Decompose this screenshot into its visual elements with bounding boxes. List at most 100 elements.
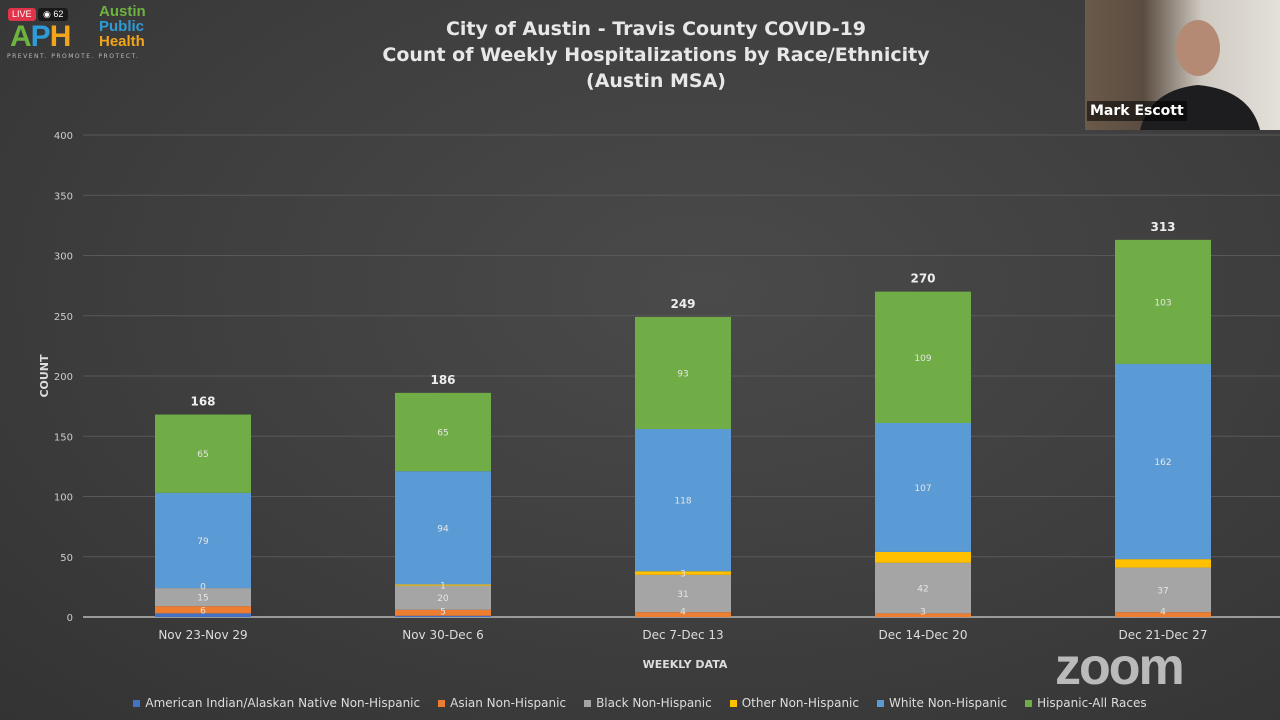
bar-segment xyxy=(1115,363,1211,560)
y-tick-label: 50 xyxy=(60,553,73,564)
data-label: 6 xyxy=(200,606,206,616)
legend-label: Other Non-Hispanic xyxy=(741,696,859,710)
logo-letters: APH xyxy=(10,20,71,53)
bar-segment xyxy=(875,551,971,563)
legend-swatch xyxy=(133,699,141,707)
legend-label: Black Non-Hispanic xyxy=(596,696,712,710)
chart-legend: American Indian/Alaskan Native Non-Hispa… xyxy=(0,696,1280,710)
total-label: 168 xyxy=(190,395,215,409)
chart-title-line-3: (Austin MSA) xyxy=(586,70,726,92)
total-label: 313 xyxy=(1150,220,1175,234)
org-name: Austin Public Health xyxy=(99,3,146,50)
legend-swatch xyxy=(876,699,884,707)
total-label: 249 xyxy=(670,297,695,311)
data-label: 1 xyxy=(440,582,446,592)
data-label: 109 xyxy=(914,354,931,364)
y-tick-label: 400 xyxy=(54,131,73,142)
data-label: 103 xyxy=(1154,298,1171,308)
y-tick-label: 350 xyxy=(54,191,73,202)
x-tick-label: Nov 23-Nov 29 xyxy=(158,628,247,642)
data-label: 93 xyxy=(677,369,688,379)
chart-title: City of Austin - Travis County COVID-19 … xyxy=(300,16,1012,94)
y-tick-label: 150 xyxy=(54,432,73,443)
legend-item: White Non-Hispanic xyxy=(876,696,1007,710)
legend-label: American Indian/Alaskan Native Non-Hispa… xyxy=(145,696,421,710)
bar-segment xyxy=(155,613,251,617)
chart-title-line-1: City of Austin - Travis County COVID-19 xyxy=(445,18,867,40)
data-label: 5 xyxy=(440,608,446,618)
bar-segment xyxy=(1115,567,1211,613)
data-label: 94 xyxy=(437,524,449,534)
data-label: 3 xyxy=(680,570,686,580)
bar-segment xyxy=(875,291,971,423)
data-label: 20 xyxy=(437,594,449,604)
x-axis-label: WEEKLY DATA xyxy=(643,658,728,671)
bar-segment xyxy=(155,414,251,493)
legend-swatch xyxy=(438,699,446,707)
bar-segment xyxy=(395,471,491,585)
bar-segment xyxy=(395,392,491,472)
y-tick-label: 100 xyxy=(54,493,73,504)
data-label: 4 xyxy=(680,608,686,618)
legend-item: American Indian/Alaskan Native Non-Hispa… xyxy=(133,696,420,710)
bar-segment xyxy=(635,571,731,575)
legend-item: Other Non-Hispanic xyxy=(729,696,859,710)
legend-label: Asian Non-Hispanic xyxy=(450,696,567,710)
bar-segment xyxy=(395,584,491,586)
eye-icon: ◉ xyxy=(43,9,51,19)
aph-logo: APH Austin Public Health PREVENT. PROMOT… xyxy=(6,4,171,62)
legend-label: Hispanic-All Races xyxy=(1037,696,1147,710)
bar-segment xyxy=(155,492,251,589)
bar-segment xyxy=(395,585,491,610)
y-tick-label: 250 xyxy=(54,312,73,323)
bar-segment xyxy=(395,609,491,616)
data-label: 4 xyxy=(1160,608,1166,618)
legend-swatch xyxy=(584,699,592,707)
chart-title-line-2: Count of Weekly Hospitalizations by Race… xyxy=(382,44,930,66)
bar-segment xyxy=(635,316,731,430)
total-label: 186 xyxy=(430,373,455,387)
data-label: 42 xyxy=(917,585,928,595)
legend-item: Hispanic-All Races xyxy=(1025,696,1147,710)
bar-segment xyxy=(1115,612,1211,617)
live-badge: LIVE xyxy=(8,8,36,21)
y-tick-label: 300 xyxy=(54,252,73,263)
y-tick-label: 200 xyxy=(54,372,73,383)
logo-tagline: PREVENT. PROMOTE. PROTECT. xyxy=(7,53,140,60)
legend-item: Asian Non-Hispanic xyxy=(438,696,566,710)
data-label: 0 xyxy=(200,583,206,593)
bar-segment xyxy=(635,574,731,613)
legend-swatch xyxy=(1025,699,1033,707)
x-tick-label: Nov 30-Dec 6 xyxy=(402,628,484,642)
bar-segment xyxy=(155,606,251,614)
data-label: 79 xyxy=(197,537,209,547)
data-label: 3 xyxy=(920,608,926,618)
x-tick-label: Dec 21-Dec 27 xyxy=(1119,628,1208,642)
data-label: 31 xyxy=(677,590,688,600)
bar-segment xyxy=(875,562,971,614)
bar-segment xyxy=(875,422,971,552)
data-label: 65 xyxy=(197,450,208,460)
legend-swatch xyxy=(729,699,737,707)
bar-segment xyxy=(875,613,971,617)
data-label: 37 xyxy=(1157,586,1168,596)
bar-segment xyxy=(1115,559,1211,568)
data-label: 15 xyxy=(197,594,208,604)
total-label: 270 xyxy=(910,272,935,286)
bar-segment xyxy=(395,615,491,617)
x-tick-label: Dec 7-Dec 13 xyxy=(642,628,723,642)
y-tick-label: 0 xyxy=(67,613,73,624)
data-label: 107 xyxy=(914,484,931,494)
data-label: 162 xyxy=(1154,458,1171,468)
presenter-name: Mark Escott xyxy=(1087,101,1187,121)
x-tick-label: Dec 14-Dec 20 xyxy=(879,628,968,642)
bar-segment xyxy=(635,612,731,617)
legend-item: Black Non-Hispanic xyxy=(584,696,712,710)
zoom-watermark: zoom xyxy=(1055,638,1185,696)
data-label: 65 xyxy=(437,429,448,439)
bar-segment xyxy=(635,429,731,572)
y-axis-label: COUNT xyxy=(38,354,51,398)
viewer-count: ◉ 62 xyxy=(38,8,69,21)
bar-segment xyxy=(155,588,251,607)
